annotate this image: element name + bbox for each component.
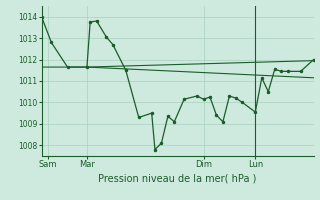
X-axis label: Pression niveau de la mer( hPa ): Pression niveau de la mer( hPa ): [99, 173, 257, 183]
